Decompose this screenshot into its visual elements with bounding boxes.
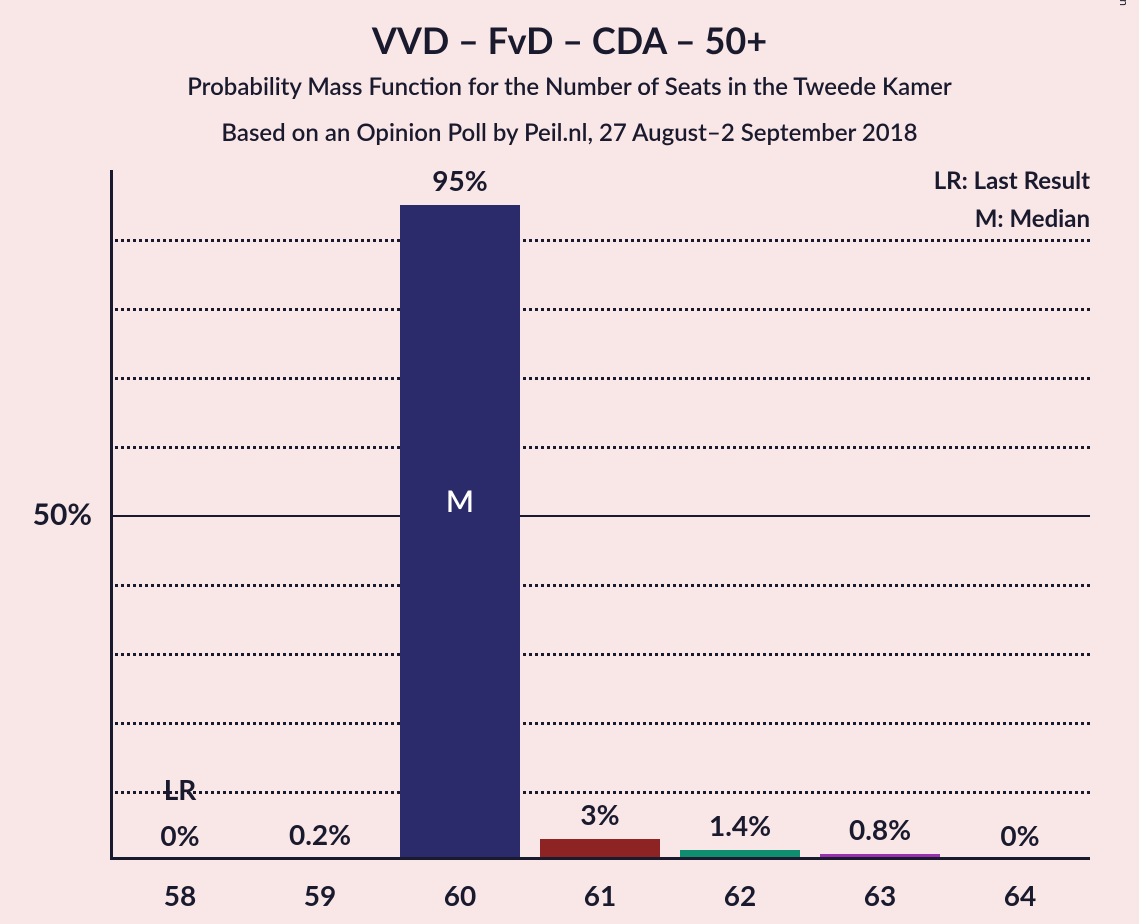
bar [400,205,520,861]
y-axis-label: 50% [0,496,92,532]
gridline [110,308,1090,311]
x-axis-label: 62 [670,878,810,912]
gridline [110,515,1090,517]
chart-subtitle-1: Probability Mass Function for the Number… [0,72,1139,101]
bar-value-label: 0.8% [810,812,950,846]
gridline [110,239,1090,242]
x-axis-label: 64 [950,878,1090,912]
bar-value-label: 0% [950,818,1090,852]
x-axis [110,857,1090,860]
chart-subtitle-2: Based on an Opinion Poll by Peil.nl, 27 … [0,118,1139,147]
x-axis-label: 58 [110,878,250,912]
chart-title: VVD – FvD – CDA – 50+ [0,18,1139,62]
median-marker: M [400,483,520,519]
x-axis-label: 59 [250,878,390,912]
gridline [110,446,1090,449]
gridline [110,653,1090,656]
plot-area: 0%580.2%5995%603%611.4%620.8%630%64MLR [110,170,1090,860]
x-axis-label: 61 [530,878,670,912]
x-axis-label: 63 [810,878,950,912]
x-axis-label: 60 [390,878,530,912]
gridline [110,722,1090,725]
copyright-text: © 2020 Filip van Laenen [1117,0,1132,6]
last-result-marker: LR [110,772,250,806]
bar-value-label: 0.2% [250,817,390,851]
gridline [110,584,1090,587]
bar-value-label: 0% [110,818,250,852]
bar-value-label: 3% [530,797,670,831]
bar-value-label: 1.4% [670,808,810,842]
gridline [110,377,1090,380]
gridline [110,791,1090,794]
y-axis [110,170,113,860]
bar-value-label: 95% [390,163,530,197]
